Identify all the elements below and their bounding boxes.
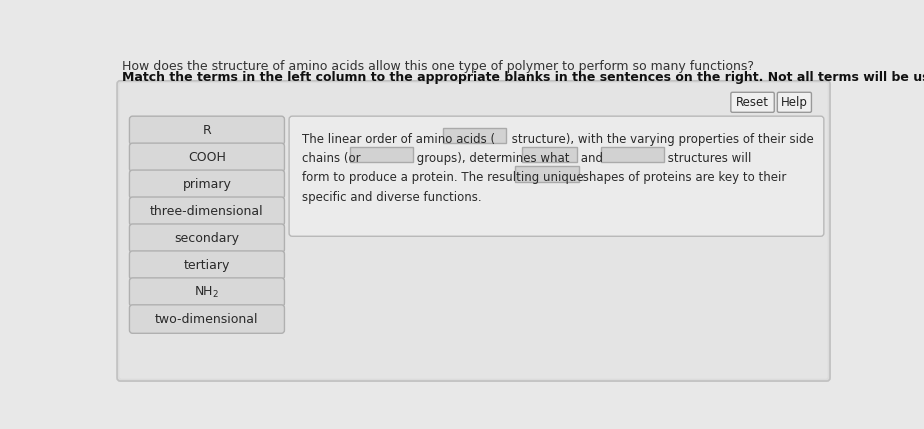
FancyBboxPatch shape [522,147,578,162]
Text: primary: primary [183,178,231,191]
Text: groups), determines what: groups), determines what [413,152,574,165]
FancyBboxPatch shape [443,128,506,143]
FancyBboxPatch shape [349,147,413,162]
Text: and: and [578,152,607,165]
Text: R: R [202,124,212,137]
FancyBboxPatch shape [129,305,285,333]
Text: Help: Help [781,96,808,109]
FancyBboxPatch shape [129,251,285,279]
Text: structure), with the varying properties of their side: structure), with the varying properties … [507,133,813,146]
Text: Match the terms in the left column to the appropriate blanks in the sentences on: Match the terms in the left column to th… [122,72,924,85]
FancyBboxPatch shape [129,197,285,226]
Text: shapes of proteins are key to their: shapes of proteins are key to their [579,171,786,184]
FancyBboxPatch shape [289,116,824,236]
Text: Reset: Reset [736,96,769,109]
FancyBboxPatch shape [129,224,285,252]
Text: specific and diverse functions.: specific and diverse functions. [301,190,481,203]
Text: three-dimensional: three-dimensional [150,205,263,218]
FancyBboxPatch shape [129,278,285,306]
Text: How does the structure of amino acids allow this one type of polymer to perform : How does the structure of amino acids al… [122,60,754,73]
FancyBboxPatch shape [129,116,285,145]
FancyBboxPatch shape [117,81,830,381]
Text: tertiary: tertiary [184,259,230,272]
FancyBboxPatch shape [777,92,811,112]
Text: secondary: secondary [175,232,239,245]
Text: COOH: COOH [188,151,225,164]
Text: The linear order of amino acids (: The linear order of amino acids ( [301,133,494,146]
Text: NH$_2$: NH$_2$ [194,284,219,299]
FancyBboxPatch shape [129,170,285,199]
Text: chains (or: chains (or [301,152,364,165]
FancyBboxPatch shape [119,83,828,379]
FancyBboxPatch shape [129,143,285,172]
Text: structures will: structures will [664,152,751,165]
Text: two-dimensional: two-dimensional [155,313,259,326]
FancyBboxPatch shape [516,166,579,181]
FancyBboxPatch shape [731,92,774,112]
FancyBboxPatch shape [601,147,664,162]
Text: form to produce a protein. The resulting unique: form to produce a protein. The resulting… [301,171,587,184]
